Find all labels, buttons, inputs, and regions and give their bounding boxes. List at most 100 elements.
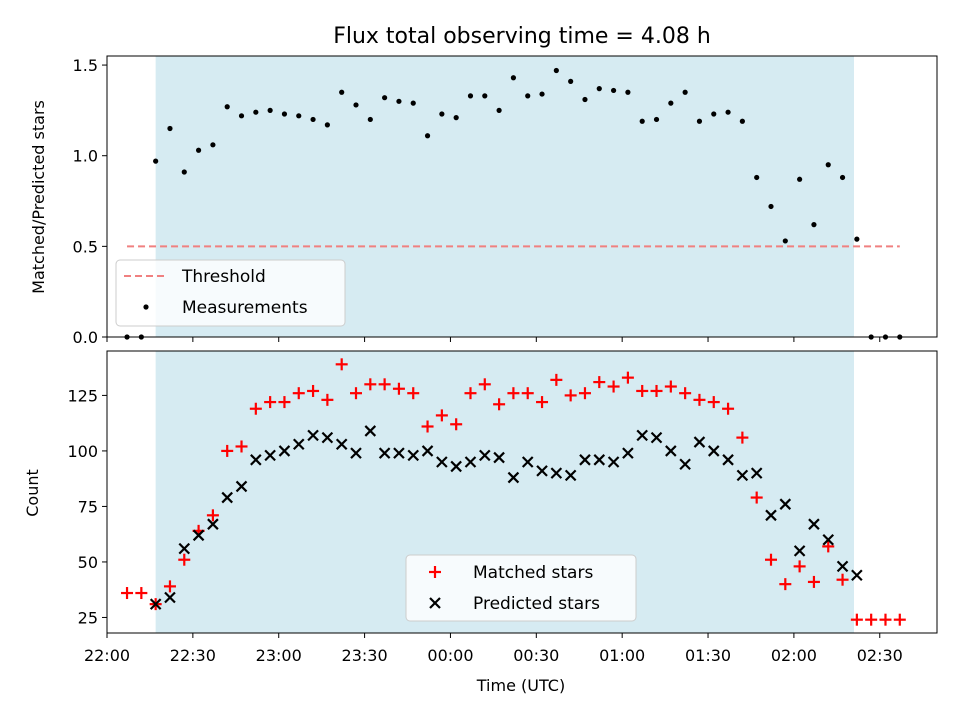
predicted-star-point [307, 429, 319, 442]
x-tick-label: 22:30 [170, 646, 216, 665]
measurement-point [439, 111, 445, 117]
matched-star-point [364, 378, 377, 391]
chart-title: Flux total observing time = 4.08 h [333, 24, 711, 49]
measurement-point [739, 118, 745, 124]
matched-star-point [636, 384, 649, 397]
legend-measurements-label: Measurements [182, 298, 308, 318]
matched-star-point [765, 553, 777, 566]
matched-star-point [221, 444, 234, 457]
measurement-point [153, 158, 159, 164]
predicted-star-point [192, 529, 205, 542]
bottom-axes-frame [106, 350, 938, 634]
measurement-point [510, 75, 517, 81]
measurement-point [224, 104, 230, 110]
measurement-point [525, 93, 531, 99]
x-tick-label: 01:00 [599, 646, 645, 665]
matched-star-point [321, 393, 334, 406]
measurement-point [568, 78, 574, 84]
predicted-star-point [479, 449, 491, 462]
matched-star-point [407, 387, 420, 400]
measurement-point [367, 116, 373, 123]
measurement-point [238, 113, 245, 119]
measurement-point [339, 89, 345, 95]
predicted-star-point [564, 469, 577, 482]
matched-star-point [578, 387, 591, 400]
matched-star-point [478, 378, 491, 391]
matched-star-point [707, 396, 720, 409]
matched-star-point [664, 380, 677, 393]
matched-star-point [865, 613, 878, 626]
predicted-star-point [822, 533, 835, 546]
x-tick-label: 02:00 [771, 646, 817, 665]
predicted-star-point [521, 456, 534, 468]
bottom-legend-box [405, 554, 637, 622]
matched-star-point [178, 553, 191, 566]
measurement-point [625, 89, 631, 95]
measurement-point [281, 111, 288, 117]
x-tick-label: 00:30 [513, 646, 559, 665]
matched-star-point [550, 373, 563, 386]
matched-star-point [278, 396, 291, 409]
top-y-ticks: 0.0 0.5 1.0 1.5 [73, 56, 107, 347]
predicted-star-point [378, 447, 391, 459]
x-tick-label: 23:00 [256, 646, 302, 665]
predicted-star-point [264, 449, 276, 462]
predicted-star-point [679, 458, 691, 471]
matched-star-point [722, 402, 735, 415]
predicted-star-point [607, 456, 620, 468]
measurement-point [382, 95, 388, 101]
matched-star-point [292, 387, 305, 400]
measurement-point [854, 236, 860, 242]
bottom-y-tick-label: 125 [67, 386, 98, 405]
predicted-star-point [221, 491, 233, 504]
bottom-y-tick-label: 25 [78, 608, 98, 627]
matched-star-point [679, 387, 692, 400]
top-panel: 0.0 0.5 1.0 1.5 Flux total observing time =… [29, 24, 938, 347]
predicted-star-point [450, 460, 462, 473]
predicted-star-point [507, 471, 520, 484]
matched-star-point [621, 371, 634, 384]
measurement-point [424, 133, 431, 139]
predicted-star-point [250, 454, 262, 466]
matched-star-point [593, 376, 606, 389]
predicted-star-point [335, 438, 348, 451]
legend-matched-swatch [429, 566, 441, 578]
matched-star-points [121, 358, 906, 626]
measurement-point [467, 93, 474, 99]
matched-star-point [607, 380, 620, 393]
predicted-star-point [579, 454, 591, 466]
predicted-star-point [436, 456, 448, 468]
matched-star-point [750, 491, 763, 504]
bottom-y-ticks: 25 50 75 100 125 [67, 386, 107, 627]
top-legend-box [115, 259, 346, 327]
predicted-star-point [665, 445, 677, 457]
bottom-y-tick-label: 100 [67, 442, 98, 461]
predicted-star-point [851, 569, 863, 582]
measurement-point [496, 107, 502, 113]
predicted-star-point [350, 447, 362, 459]
bottom-y-tick-label: 75 [78, 497, 98, 516]
measurement-point [253, 109, 259, 115]
measurement-point [410, 100, 416, 106]
matched-star-point [335, 358, 348, 371]
x-tick-label: 22:00 [84, 646, 130, 665]
bottom-panel: 25 50 75 100 125 22:00 22:30 23:00 23:30 00:00 00… [23, 350, 938, 695]
predicted-star-point [707, 445, 720, 457]
predicted-star-point [793, 545, 806, 557]
matched-star-point [736, 431, 749, 444]
predicted-star-points [149, 425, 863, 610]
top-y-tick-label: 1.5 [73, 56, 98, 75]
measurement-point [195, 147, 202, 153]
measurement-point [453, 115, 459, 121]
predicted-star-point [321, 431, 334, 444]
legend-predicted-swatch [429, 597, 441, 609]
top-axes-frame [106, 55, 938, 338]
matched-star-point [879, 613, 892, 626]
top-y-tick-label: 0.0 [73, 328, 98, 347]
bottom-x-ticks: 22:00 22:30 23:00 23:30 00:00 00:30 01:00 01:30… [84, 633, 903, 665]
predicted-star-point [407, 449, 420, 462]
measurement-point [782, 238, 788, 244]
measurement-point [668, 100, 674, 106]
x-tick-label: 00:00 [427, 646, 473, 665]
